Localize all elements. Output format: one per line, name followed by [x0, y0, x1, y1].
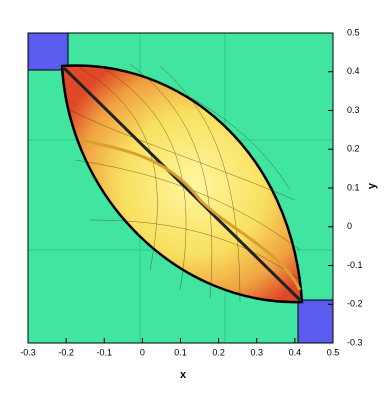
x-tick-label: 0.2 [212, 347, 225, 357]
y-axis-label: y [366, 182, 378, 189]
y-tick-label: -0.3 [347, 337, 363, 347]
x-tick-label: 0 [140, 347, 145, 357]
x-tick-label: 0.1 [174, 347, 187, 357]
contour-lines [69, 63, 301, 303]
corner-block [297, 299, 333, 343]
x-tick-label: -0.2 [58, 347, 74, 357]
y-tick-label: 0 [347, 221, 352, 231]
y-tick-label: 0.3 [347, 105, 360, 115]
x-tick-label: -0.3 [20, 347, 36, 357]
x-tick-label: 0.3 [250, 347, 263, 357]
x-tick-label: -0.1 [96, 347, 112, 357]
shock-line [62, 66, 302, 302]
y-tick-label: 0.1 [347, 182, 360, 192]
slip-line [79, 138, 302, 291]
y-tick-label: -0.2 [347, 299, 363, 309]
field [28, 33, 333, 343]
x-tick-label: 0.4 [289, 347, 302, 357]
y-tick-label: -0.1 [347, 260, 363, 270]
x-axis-label: x [180, 369, 187, 381]
y-tick-label: 0.4 [347, 66, 360, 76]
y-tick-label: 0.5 [347, 27, 360, 37]
y-tick-label: 0.2 [347, 144, 360, 154]
corner-block [28, 33, 69, 71]
x-tick-label: 0.5 [327, 347, 340, 357]
